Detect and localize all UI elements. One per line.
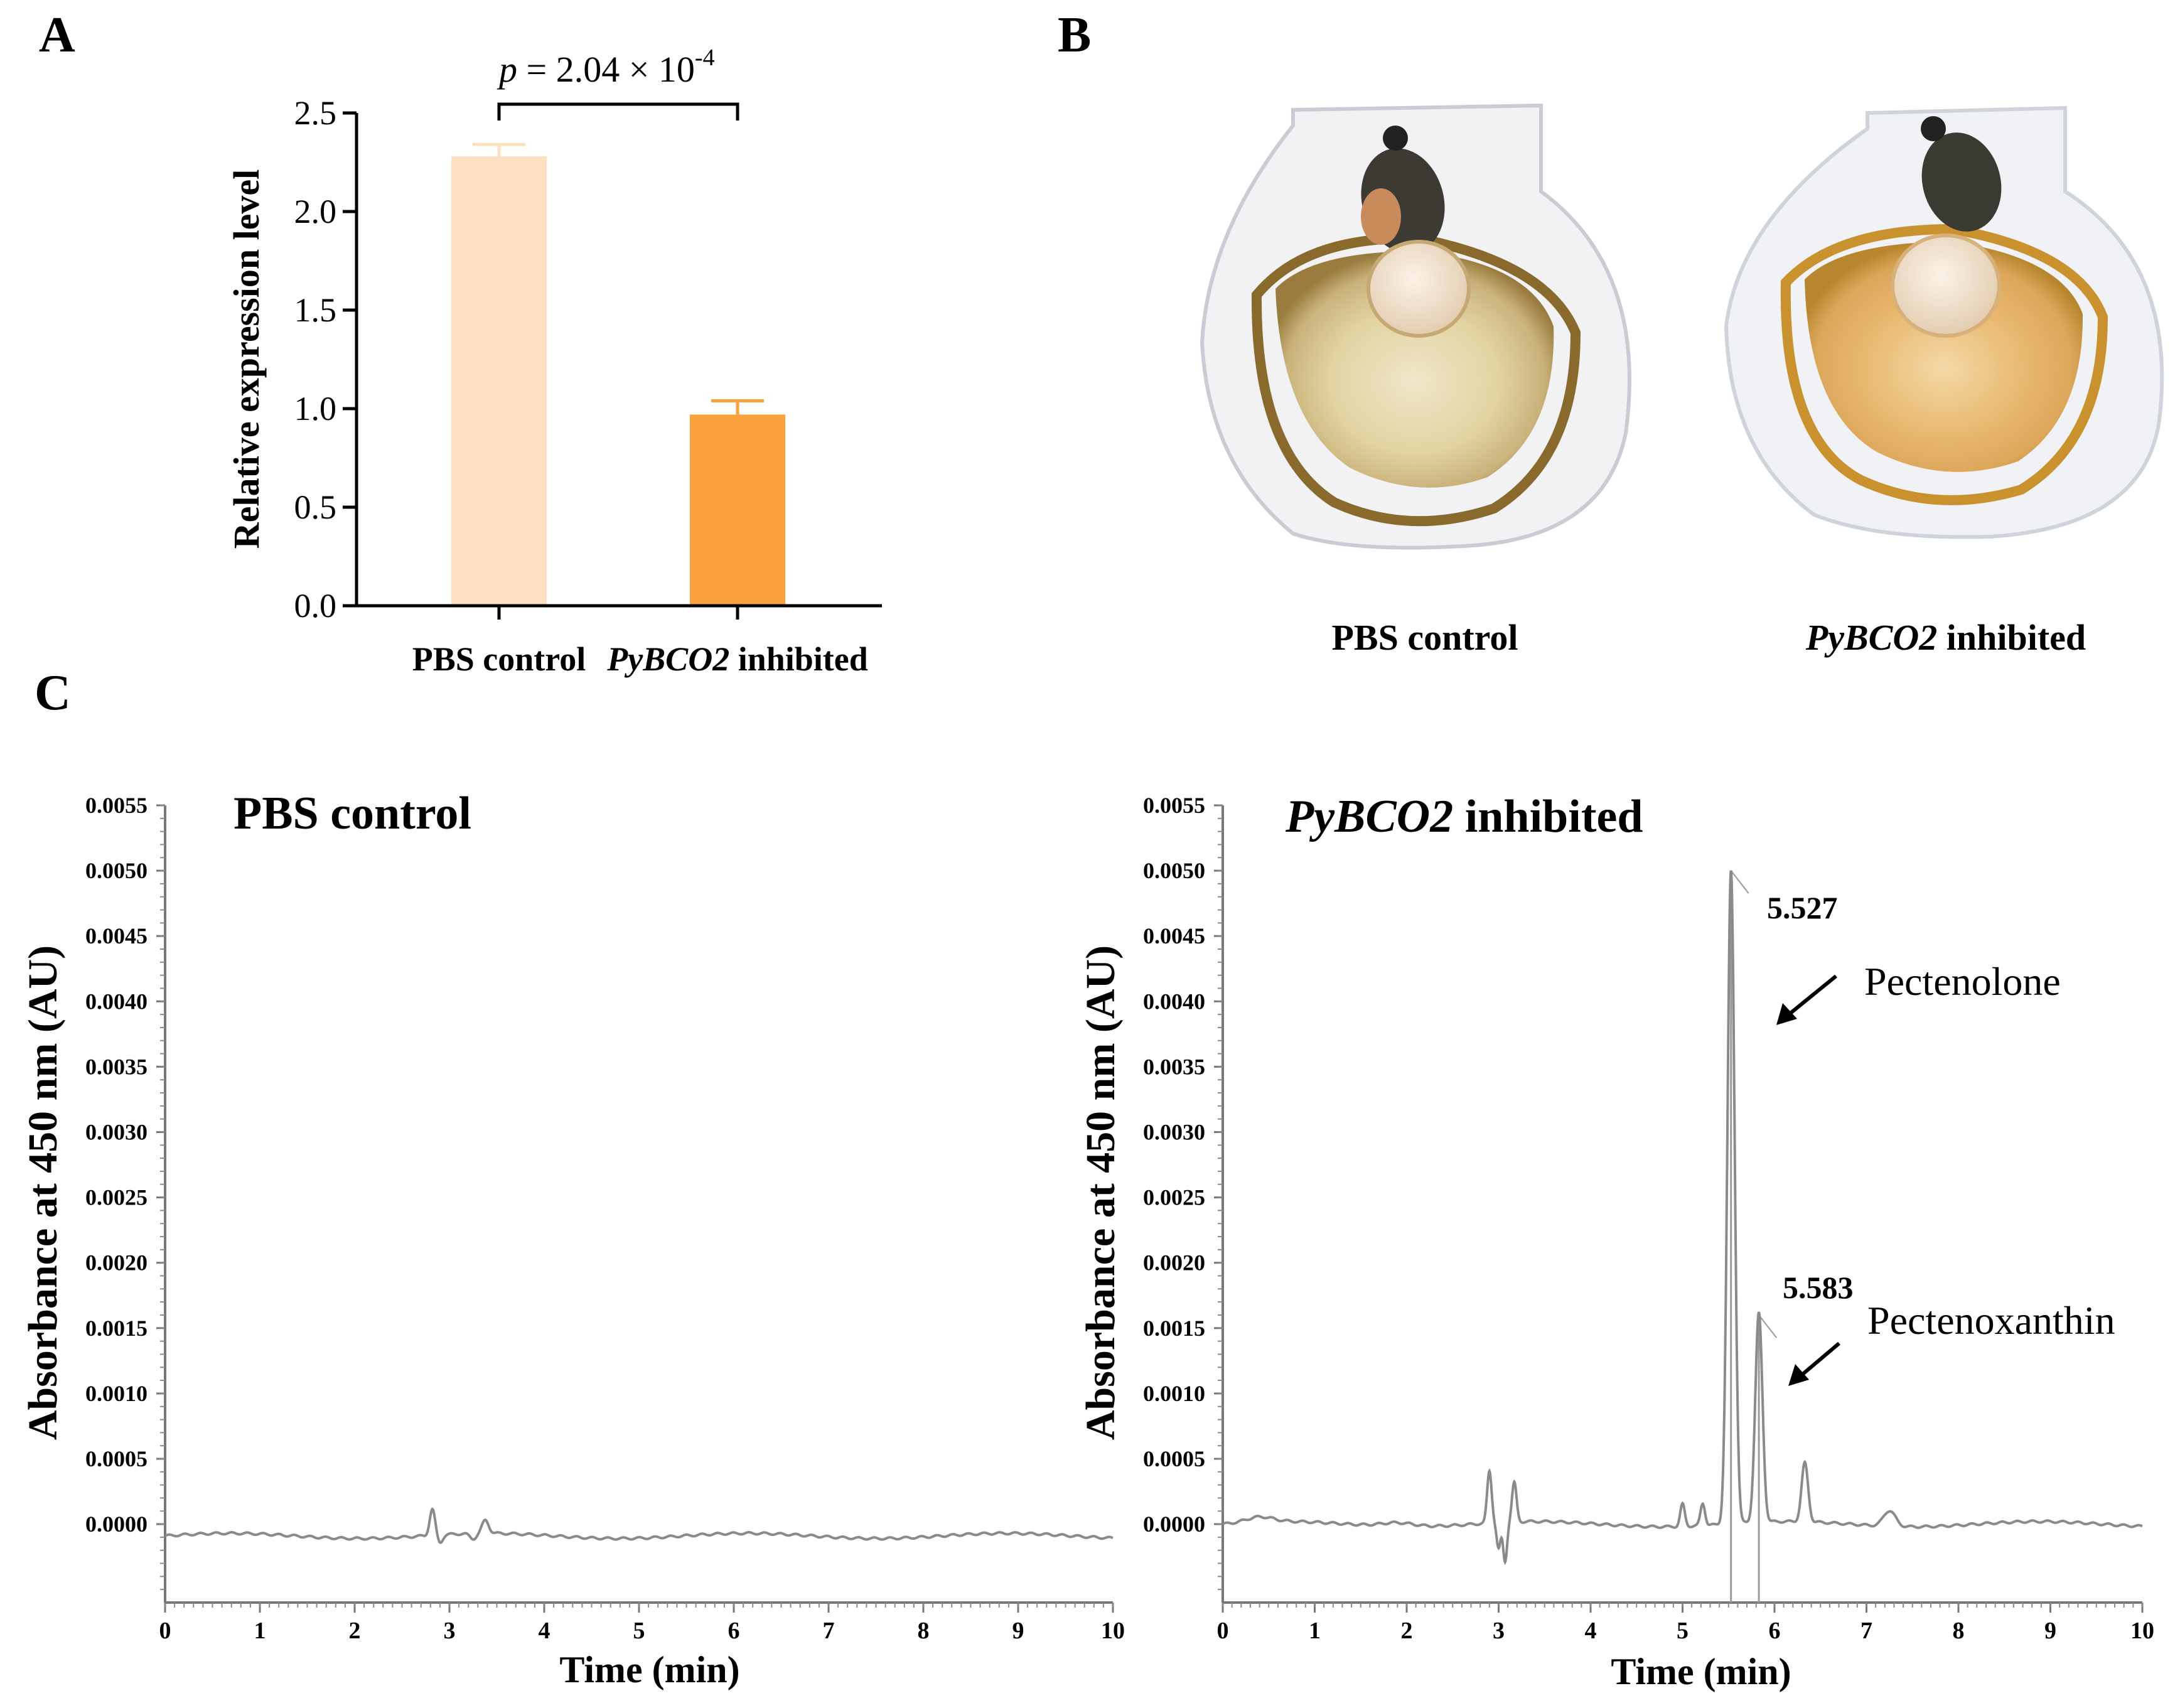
y-tick-label: 2.5 bbox=[294, 94, 337, 132]
panel-label-b: B bbox=[1058, 8, 1091, 63]
panel-label-c: C bbox=[35, 665, 71, 721]
y-tick-label: 0.0010 bbox=[85, 1381, 148, 1406]
arrowhead-pectenolone bbox=[1776, 1003, 1797, 1025]
x-tick-label: 3 bbox=[1493, 1618, 1505, 1644]
x-tick-label: 9 bbox=[2044, 1618, 2056, 1644]
x-tick-label: 10 bbox=[1101, 1618, 1125, 1644]
x-tick-label: 4 bbox=[1585, 1618, 1597, 1644]
eye-spot bbox=[1921, 116, 1946, 141]
adductor-muscle bbox=[1367, 240, 1471, 338]
y-tick-label: 0.0020 bbox=[85, 1250, 148, 1276]
bar bbox=[690, 414, 785, 606]
x-tick-label: PBS control bbox=[412, 640, 586, 678]
y-tick-label: 1.5 bbox=[294, 291, 337, 329]
chart-title: PyBCO2 inhibited bbox=[1285, 791, 1643, 842]
y-tick-label: 0.0015 bbox=[85, 1316, 148, 1341]
scallop-photo-control bbox=[1200, 103, 1631, 550]
y-tick-label: 1.0 bbox=[294, 390, 337, 427]
y-tick-label: 2.0 bbox=[294, 193, 337, 230]
x-tick-label: PyBCO2 inhibited bbox=[606, 640, 868, 678]
foot bbox=[1361, 188, 1401, 245]
x-tick-label: 2 bbox=[1401, 1618, 1413, 1644]
y-tick-label: 0.0030 bbox=[85, 1119, 148, 1144]
y-tick-label: 0.0025 bbox=[1143, 1185, 1205, 1210]
bar-chart-a: 0.0 0.5 1.0 1.5 2.0 2.5 PBS control PyBCO2 inh… bbox=[226, 45, 882, 678]
photo-label-inhibited: PyBCO2 inhibited bbox=[1805, 617, 2086, 658]
y-tick-label: 0.0000 bbox=[85, 1512, 148, 1537]
y-tick-label: 0.0030 bbox=[1143, 1119, 1205, 1144]
significance-bracket bbox=[497, 102, 739, 121]
gonad-body bbox=[1275, 251, 1554, 488]
y-axis-title: Relative expression level bbox=[226, 169, 267, 549]
compound-label-pectenoxanthin: Pectenoxanthin bbox=[1867, 1298, 2115, 1343]
peak-leader bbox=[1758, 1314, 1777, 1338]
arrowhead-pectenoxanthin bbox=[1788, 1364, 1809, 1386]
x-tick-label: 5 bbox=[1677, 1618, 1689, 1644]
x-tick-label: 8 bbox=[918, 1618, 930, 1644]
y-axis-title: Absorbance at 450 nm (AU) bbox=[20, 945, 66, 1440]
bar bbox=[451, 156, 547, 606]
chart-title: PBS control bbox=[234, 788, 471, 839]
y-tick-label: 0.0045 bbox=[85, 923, 148, 948]
chromatogram-left: 0.0000 0.0005 0.0010 0.0015 0.0020 0.0025 0.00… bbox=[20, 788, 1125, 1690]
x-tick-label: 9 bbox=[1012, 1618, 1024, 1644]
y-tick-label: 0.0015 bbox=[1143, 1316, 1205, 1341]
panel-label-a: A bbox=[39, 8, 75, 63]
x-tick-label: 6 bbox=[728, 1618, 740, 1644]
chromatogram-right: 0.0000 0.0005 0.0010 0.0015 0.0020 0.0025 0.00… bbox=[1078, 791, 2154, 1692]
x-tick-label: 4 bbox=[539, 1618, 550, 1644]
x-tick-label: 1 bbox=[254, 1618, 266, 1644]
y-tick-label: 0.5 bbox=[294, 488, 337, 526]
y-tick-label: 0.0050 bbox=[85, 858, 148, 883]
trace-line bbox=[164, 1507, 1114, 1544]
compound-label-pectenolone: Pectenolone bbox=[1864, 959, 2061, 1004]
peak-label-5583: 5.583 bbox=[1783, 1270, 1854, 1305]
x-tick-label: 2 bbox=[349, 1618, 361, 1644]
trace-line bbox=[1222, 870, 2143, 1566]
y-tick-label: 0.0005 bbox=[1143, 1446, 1205, 1471]
x-tick-label: 6 bbox=[1769, 1618, 1781, 1644]
x-axis-title: Time (min) bbox=[1611, 1651, 1791, 1692]
y-tick-label: 0.0 bbox=[294, 587, 337, 625]
digestive-gland bbox=[1921, 132, 2002, 232]
x-tick-label: 7 bbox=[1861, 1618, 1872, 1644]
y-tick-label: 0.0000 bbox=[1143, 1512, 1205, 1537]
x-tick-label: 3 bbox=[444, 1618, 456, 1644]
y-tick-label: 0.0010 bbox=[1143, 1381, 1205, 1406]
photos-b: PBS control PyBCO2 inhibited bbox=[1200, 103, 2164, 658]
x-tick-label: 8 bbox=[1953, 1618, 1965, 1644]
y-tick-label: 0.0055 bbox=[85, 793, 148, 818]
y-tick-label: 0.0050 bbox=[1143, 858, 1205, 883]
peak-leader bbox=[1730, 870, 1749, 894]
y-tick-label: 0.0035 bbox=[1143, 1054, 1205, 1079]
y-tick-label: 0.0045 bbox=[1143, 923, 1205, 948]
peak-label-5527: 5.527 bbox=[1767, 890, 1838, 925]
arrow-pectenoxanthin bbox=[1797, 1341, 1840, 1380]
y-tick-label: 0.0020 bbox=[1143, 1250, 1205, 1276]
x-tick-label: 0 bbox=[159, 1618, 171, 1644]
x-tick-label: 7 bbox=[823, 1618, 835, 1644]
mantle-edge bbox=[1780, 223, 2108, 505]
x-tick-label: 10 bbox=[2130, 1618, 2154, 1644]
y-tick-label: 0.0040 bbox=[1143, 989, 1205, 1014]
x-axis-title: Time (min) bbox=[559, 1649, 739, 1690]
scallop-photo-inhibited bbox=[1724, 105, 2164, 539]
photo-label-control: PBS control bbox=[1332, 617, 1518, 658]
gonad-body bbox=[1805, 242, 2083, 472]
significance-label: p = 2.04 × 10-4 bbox=[497, 45, 715, 90]
arrow-pectenolone bbox=[1785, 974, 1837, 1019]
eye-spot bbox=[1383, 126, 1408, 151]
y-tick-label: 0.0005 bbox=[85, 1446, 148, 1471]
x-tick-label: 5 bbox=[633, 1618, 645, 1644]
y-axis-title: Absorbance at 450 nm (AU) bbox=[1078, 945, 1124, 1440]
y-tick-label: 0.0025 bbox=[85, 1185, 148, 1210]
y-tick-label: 0.0055 bbox=[1143, 793, 1205, 818]
y-tick-label: 0.0035 bbox=[85, 1054, 148, 1079]
adductor-muscle bbox=[1891, 234, 2001, 338]
y-tick-label: 0.0040 bbox=[85, 989, 148, 1014]
x-tick-label: 0 bbox=[1217, 1618, 1229, 1644]
x-tick-label: 1 bbox=[1309, 1618, 1321, 1644]
